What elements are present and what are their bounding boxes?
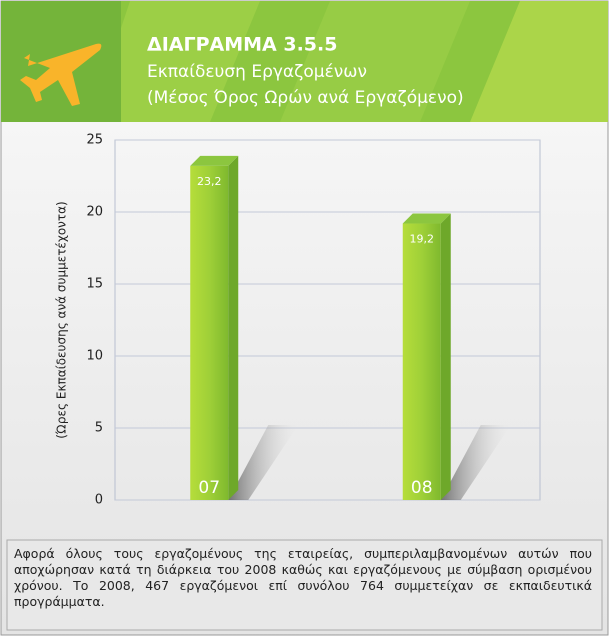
bar <box>403 224 441 500</box>
value-label: 23,2 <box>197 175 222 188</box>
y-axis-label: (Ώρες Εκπαίδευσης ανά συμμετέχοντα) <box>55 201 69 438</box>
bar-side <box>228 156 238 500</box>
x-tick-label: 08 <box>411 478 433 498</box>
x-tick-label: 07 <box>198 478 220 498</box>
chart-title: ΔΙΑΓΡΑΜΜΑ 3.5.5 <box>147 34 337 56</box>
y-tick-label: 25 <box>86 133 103 148</box>
value-label: 19,2 <box>410 233 435 246</box>
y-tick-label: 10 <box>86 349 103 364</box>
y-tick-label: 20 <box>86 205 103 220</box>
bar-side <box>441 214 451 500</box>
y-tick-label: 15 <box>86 277 103 292</box>
y-tick-label: 5 <box>95 421 103 436</box>
chart-subtitle: (Μέσος Όρος Ωρών ανά Εργαζόμενο) <box>147 88 464 108</box>
page: ΔΙΑΓΡΑΜΜΑ 3.5.5 Εκπαίδευση Εργαζομένων (… <box>0 0 609 636</box>
y-tick-label: 0 <box>95 493 103 508</box>
chart-subtitle: Εκπαίδευση Εργαζομένων <box>147 62 367 82</box>
chart: ΔΙΑΓΡΑΜΜΑ 3.5.5 Εκπαίδευση Εργαζομένων (… <box>0 0 609 636</box>
note: Αφορά όλους τους εργαζομένους της εταιρε… <box>14 546 592 610</box>
bar <box>190 166 228 500</box>
